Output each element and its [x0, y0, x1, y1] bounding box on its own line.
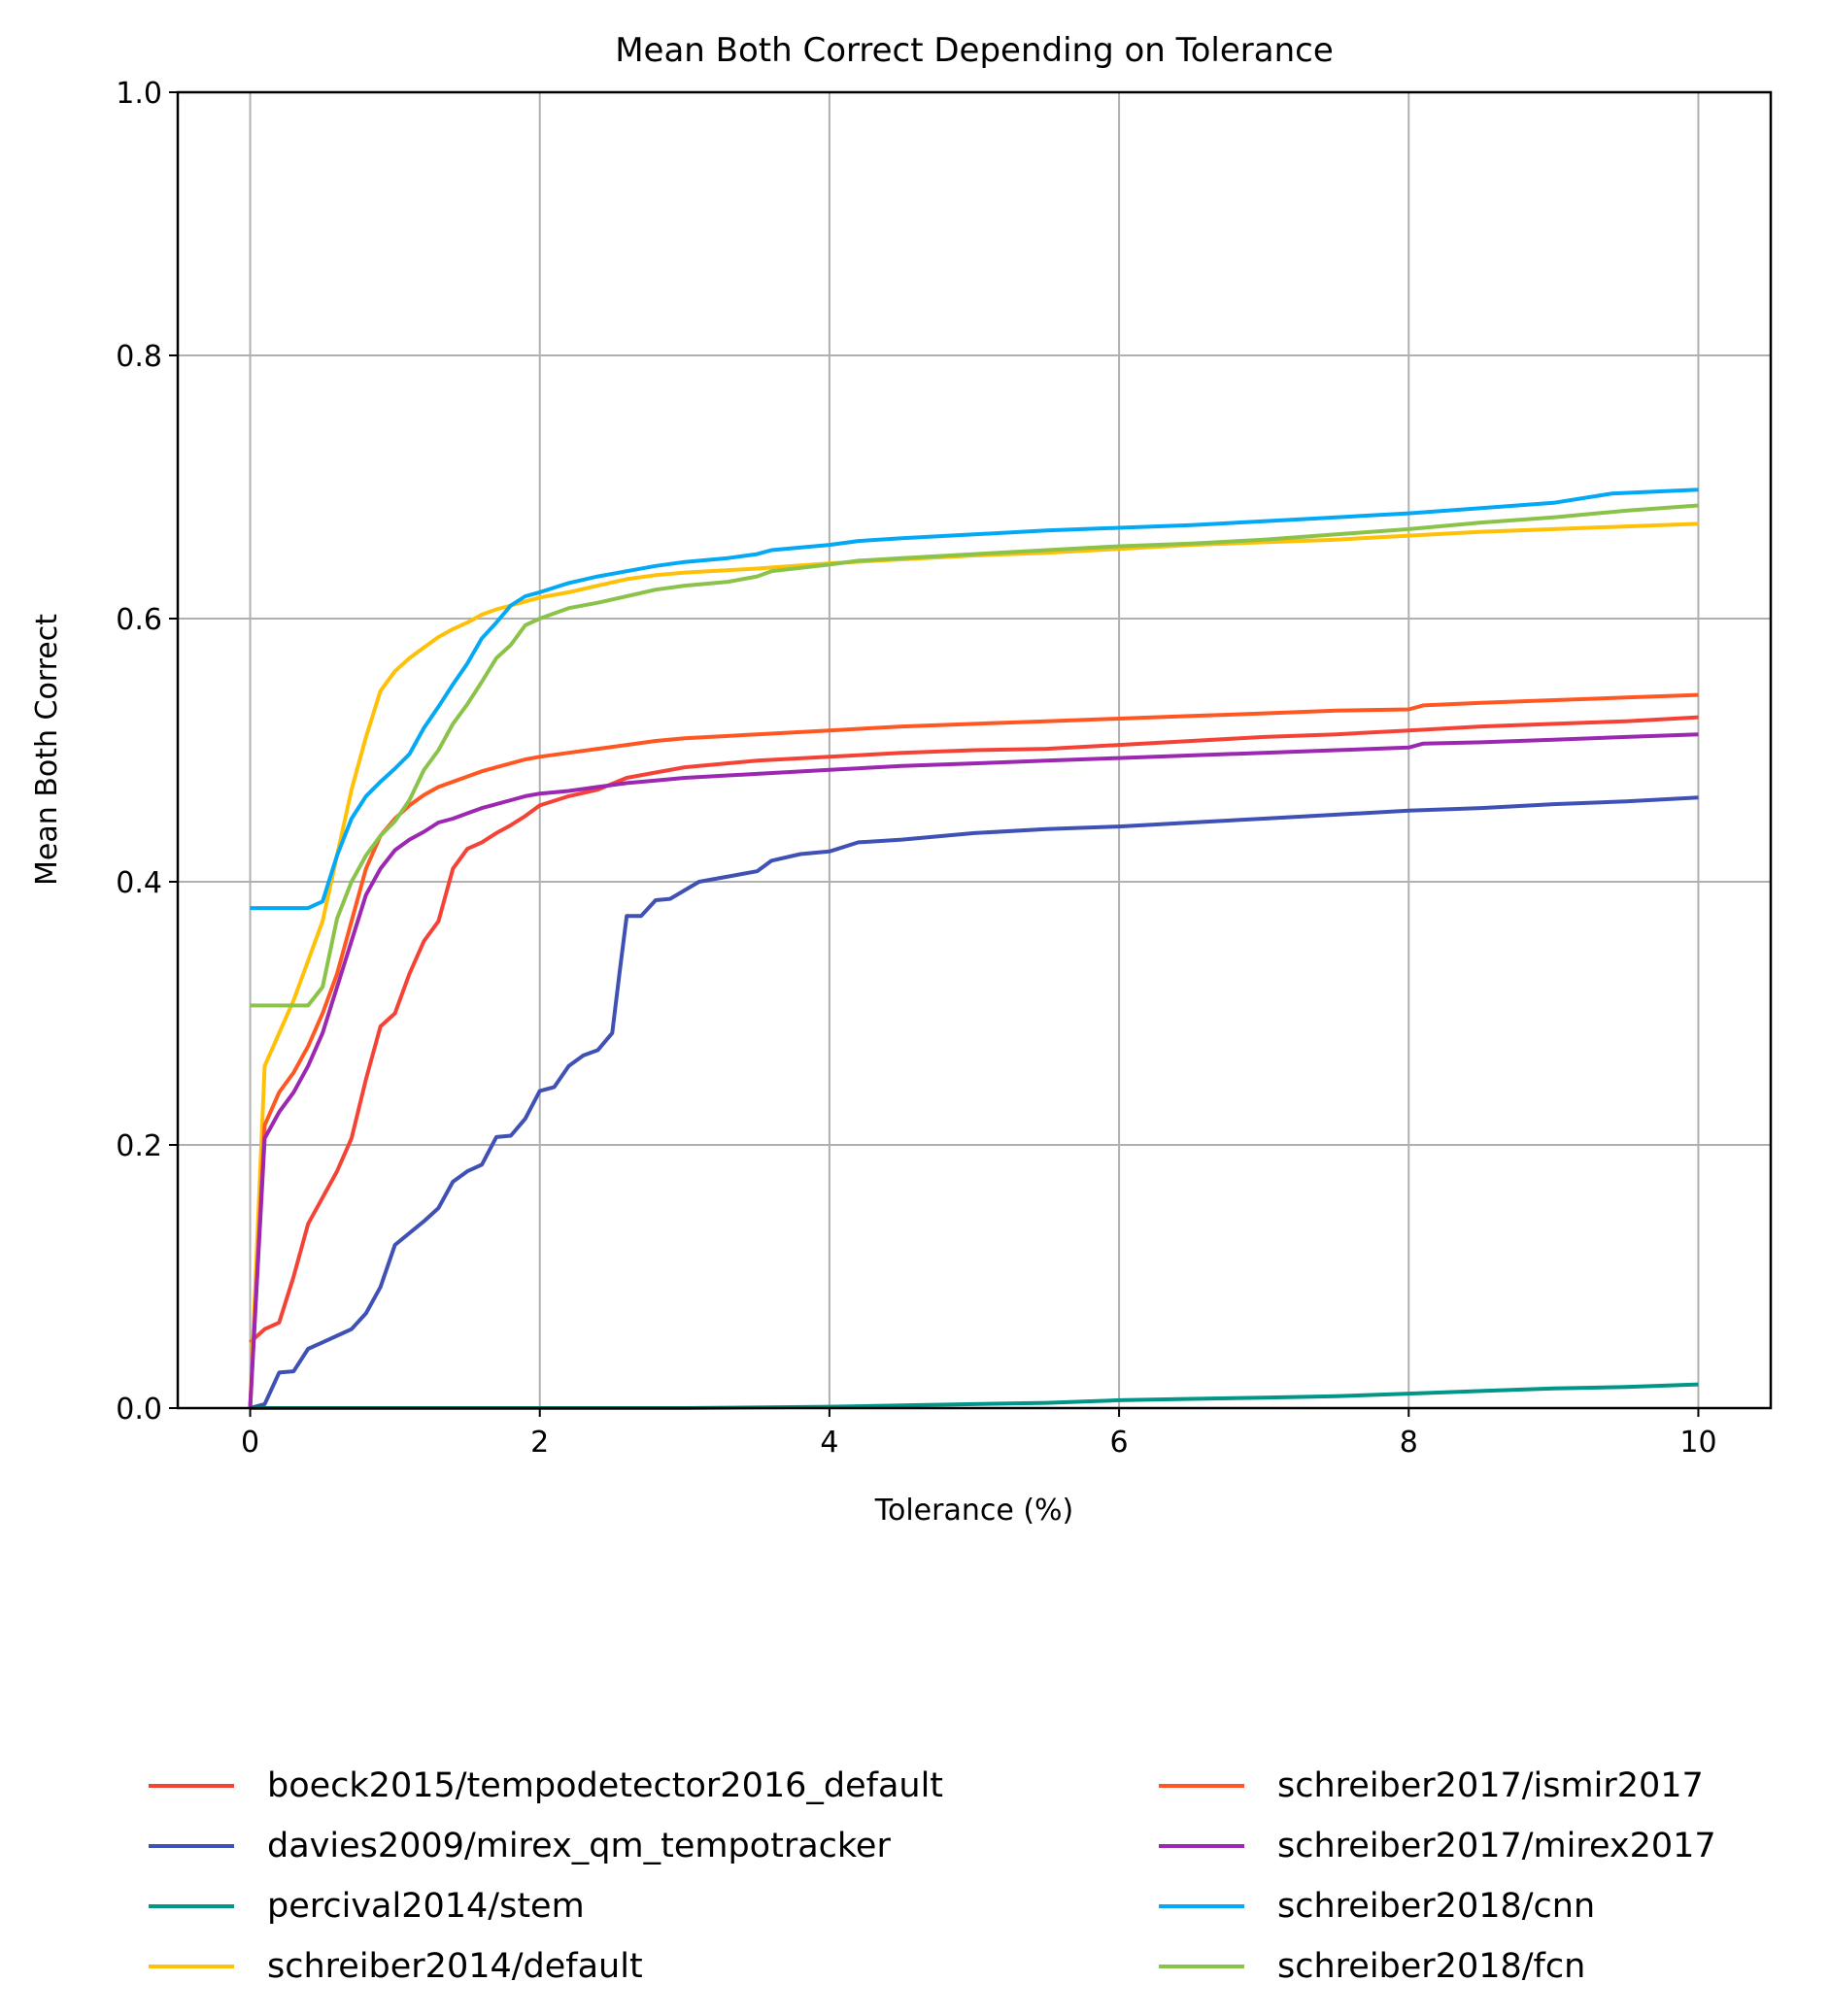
x-tick-label: 8: [1400, 1426, 1418, 1460]
x-axis: 0 2 4 6 8 10: [241, 1408, 1717, 1460]
legend-label: boeck2015/tempodetector2016_default: [267, 1766, 943, 1805]
x-tick-label: 10: [1679, 1426, 1716, 1460]
y-tick-label: 0.6: [116, 603, 162, 637]
y-tick-label: 0.0: [116, 1393, 162, 1427]
plot-area-frame: [176, 90, 1773, 1410]
series-line-7: [250, 503, 1699, 1008]
chart-title: Mean Both Correct Depending on Tolerance: [615, 31, 1334, 70]
x-axis-label: Tolerance (%): [874, 1494, 1074, 1528]
series-line-1: [249, 795, 1699, 1410]
y-tick-label: 0.4: [116, 866, 162, 900]
series-line-6: [250, 487, 1699, 911]
series-line-5: [248, 732, 1699, 1409]
series-line-0: [249, 715, 1699, 1344]
x-tick-label: 6: [1110, 1426, 1129, 1460]
y-axis-label: Mean Both Correct: [30, 614, 64, 886]
legend-label: schreiber2017/ismir2017: [1277, 1766, 1704, 1805]
series-lines: [248, 487, 1699, 1410]
legend-label: percival2014/stem: [267, 1887, 585, 1926]
legend-label: schreiber2018/fcn: [1277, 1947, 1585, 1986]
y-tick-label: 0.8: [116, 340, 162, 374]
x-tick-label: 0: [241, 1426, 259, 1460]
x-tick-label: 4: [820, 1426, 838, 1460]
legend-label: davies2009/mirex_qm_tempotracker: [267, 1827, 891, 1865]
legend-label: schreiber2018/cnn: [1277, 1887, 1595, 1926]
series-line-4: [248, 692, 1699, 1409]
x-tick-label: 2: [530, 1426, 549, 1460]
legend: boeck2015/tempodetector2016_defaultdavie…: [149, 1766, 1716, 1986]
legend-label: schreiber2017/mirex2017: [1277, 1827, 1716, 1865]
legend-label: schreiber2014/default: [267, 1947, 643, 1986]
y-tick-label: 1.0: [116, 77, 162, 111]
y-tick-label: 0.2: [116, 1129, 162, 1163]
y-axis: 0.0 0.2 0.4 0.6 0.8 1.0: [116, 77, 178, 1427]
